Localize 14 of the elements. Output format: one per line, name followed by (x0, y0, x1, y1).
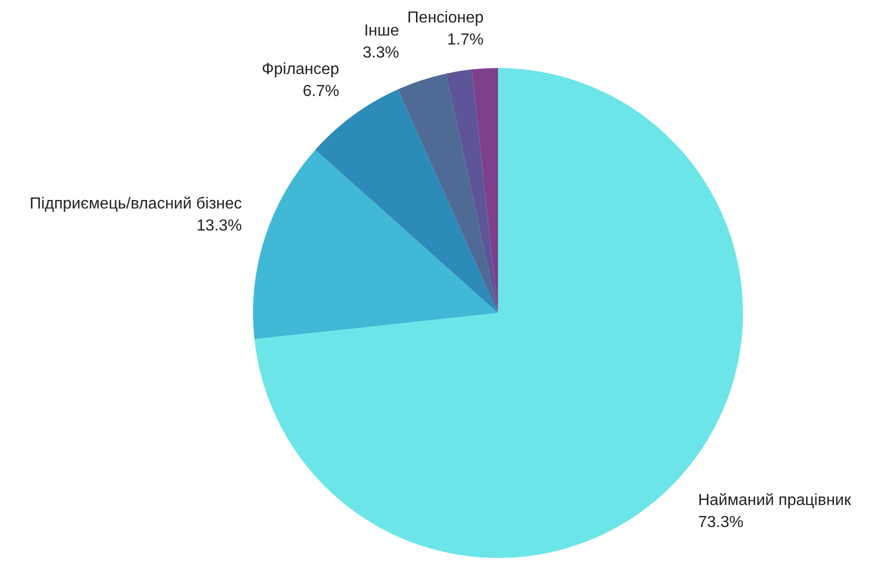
data-label: 13.3% (196, 218, 242, 235)
pie-slice (472, 68, 498, 313)
pie-slice (398, 74, 498, 313)
data-label: 1.7% (447, 31, 484, 48)
slice-label: Пенсіонер (407, 9, 484, 26)
pie-slice (253, 150, 498, 340)
pie-slice (446, 69, 498, 313)
data-label: 3.3% (362, 44, 400, 62)
slice-label: Інше (364, 22, 400, 40)
data-label: 6.7% (302, 82, 340, 100)
slice-label: Фрілансер (262, 60, 340, 78)
data-label: 73.3% (698, 514, 744, 531)
slice-label: Підприємець/власний бізнес (30, 196, 242, 213)
slice-label: Найманий працівник (698, 492, 852, 509)
